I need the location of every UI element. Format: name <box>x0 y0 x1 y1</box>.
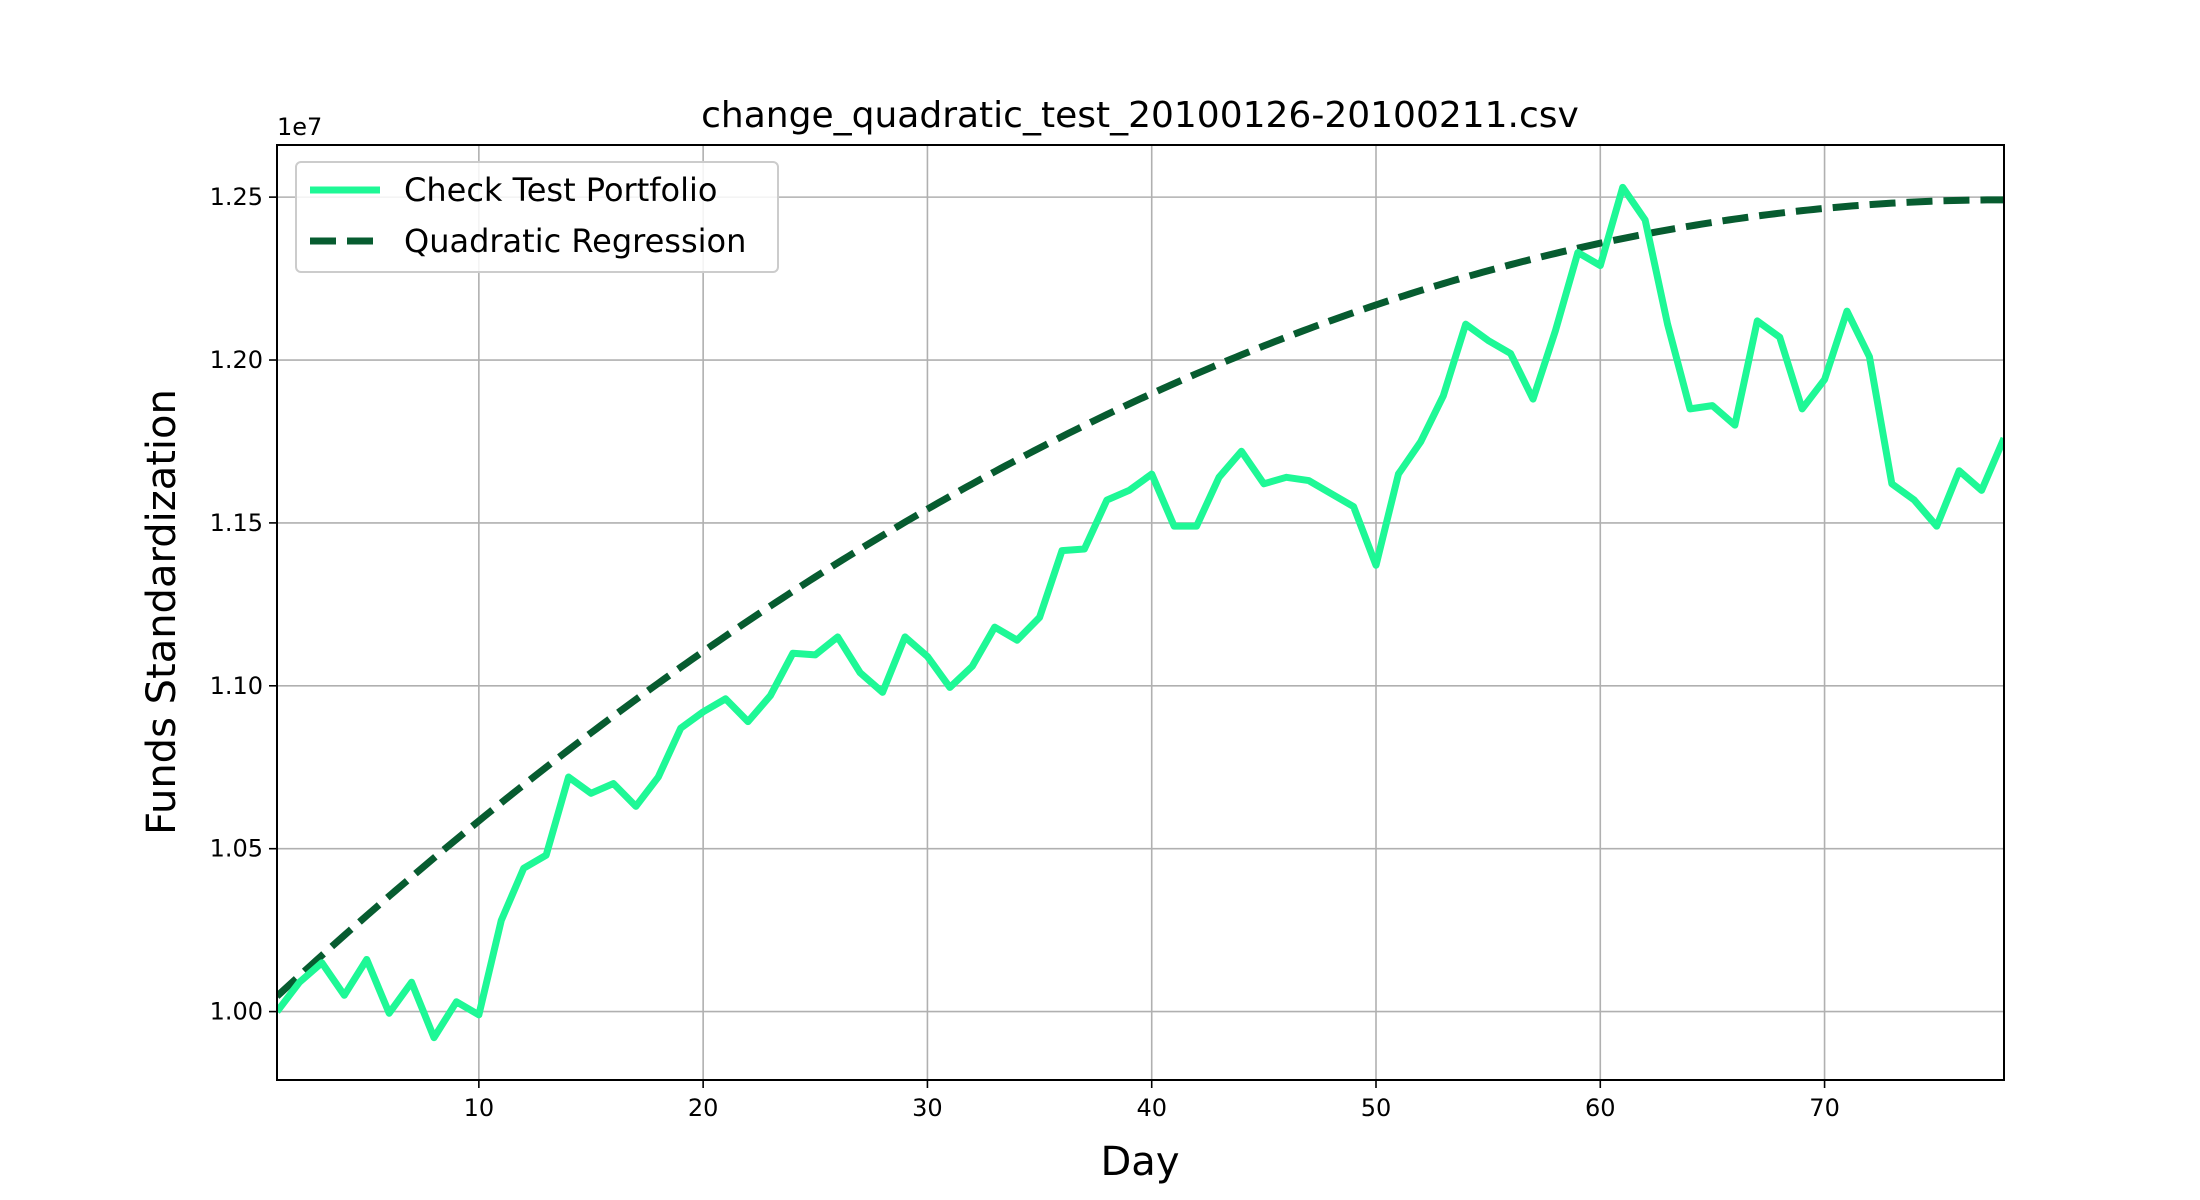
x-tick-label: 30 <box>912 1094 943 1122</box>
legend-label-portfolio: Check Test Portfolio <box>404 171 717 209</box>
x-tick-label: 40 <box>1136 1094 1167 1122</box>
plot-area <box>277 145 2004 1080</box>
y-tick-label: 1.20 <box>210 346 263 374</box>
y-tick-label: 1.15 <box>210 509 263 537</box>
legend-box <box>295 161 779 273</box>
y-axis: 1.00 1.05 1.10 1.15 1.20 1.25 <box>210 183 277 1026</box>
y-tick-label: 1.05 <box>210 835 263 863</box>
series-layer <box>277 183 2004 1042</box>
plot-frame <box>276 144 2005 1081</box>
y-tick-label: 1.10 <box>210 672 263 700</box>
legend-label-regression: Quadratic Regression <box>404 222 746 260</box>
legend: Check Test Portfolio Quadratic Regressio… <box>295 161 779 273</box>
y-tick-label: 1.00 <box>210 998 263 1026</box>
x-tick-label: 60 <box>1585 1094 1616 1122</box>
x-tick-label: 10 <box>464 1094 495 1122</box>
series-check-test-portfolio <box>277 183 2004 1042</box>
series-quadratic-regression <box>277 196 2004 999</box>
chart-title: change_quadratic_test_20100126-20100211.… <box>701 95 1579 136</box>
x-tick-label: 50 <box>1361 1094 1392 1122</box>
x-axis-label: Day <box>1101 1139 1180 1185</box>
grid <box>277 145 2004 1080</box>
x-tick-label: 70 <box>1809 1094 1840 1122</box>
y-tick-label: 1.25 <box>210 183 263 211</box>
y-axis-label: Funds Standardization <box>139 389 185 835</box>
x-axis: 10 20 30 40 50 60 70 <box>464 1080 1840 1122</box>
x-tick-label: 20 <box>688 1094 719 1122</box>
y-offset-label: 1e7 <box>277 113 322 141</box>
